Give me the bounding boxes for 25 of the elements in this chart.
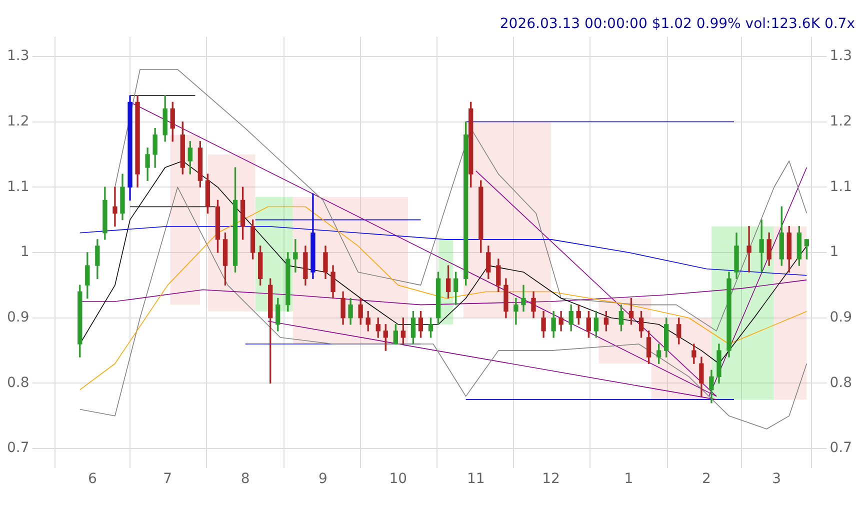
y-tick-label: 1.3	[7, 48, 30, 64]
y2-tick-label: 0.8	[830, 374, 852, 391]
x-tick-label: 2	[702, 471, 711, 488]
y2-tick-label: 1.3	[830, 48, 852, 64]
x-tick-label: 8	[240, 471, 250, 488]
y-tick-label: 1.2	[7, 113, 30, 130]
x-tick-label: 3	[772, 471, 782, 488]
y2-tick-label: 1.1	[830, 178, 852, 195]
y-tick-label: 0.9	[7, 310, 30, 326]
y-tick-label: 0.8	[7, 374, 30, 391]
x-tick-label: 11	[466, 471, 485, 488]
y2-tick-label: 1.2	[830, 113, 852, 130]
y2-tick-label: 0.9	[830, 310, 852, 326]
x-tick-label: 10	[389, 471, 408, 488]
x-tick-label: 6	[88, 471, 97, 488]
y2-tick-label: 0.7	[830, 440, 852, 456]
chart-title: 2026.03.13 00:00:00 $1.02 0.99% vol:123.6K 0.7x	[500, 16, 855, 32]
y2-tick-label: 1	[830, 244, 839, 260]
y-tick-label: 1	[20, 244, 30, 260]
x-tick-label: 7	[163, 471, 172, 488]
y-tick-label: 0.7	[7, 440, 30, 456]
x-tick-label: 1	[624, 471, 634, 488]
x-tick-label: 9	[318, 471, 328, 488]
x-tick-label: 12	[542, 471, 560, 488]
y-tick-label: 1.1	[7, 178, 30, 195]
